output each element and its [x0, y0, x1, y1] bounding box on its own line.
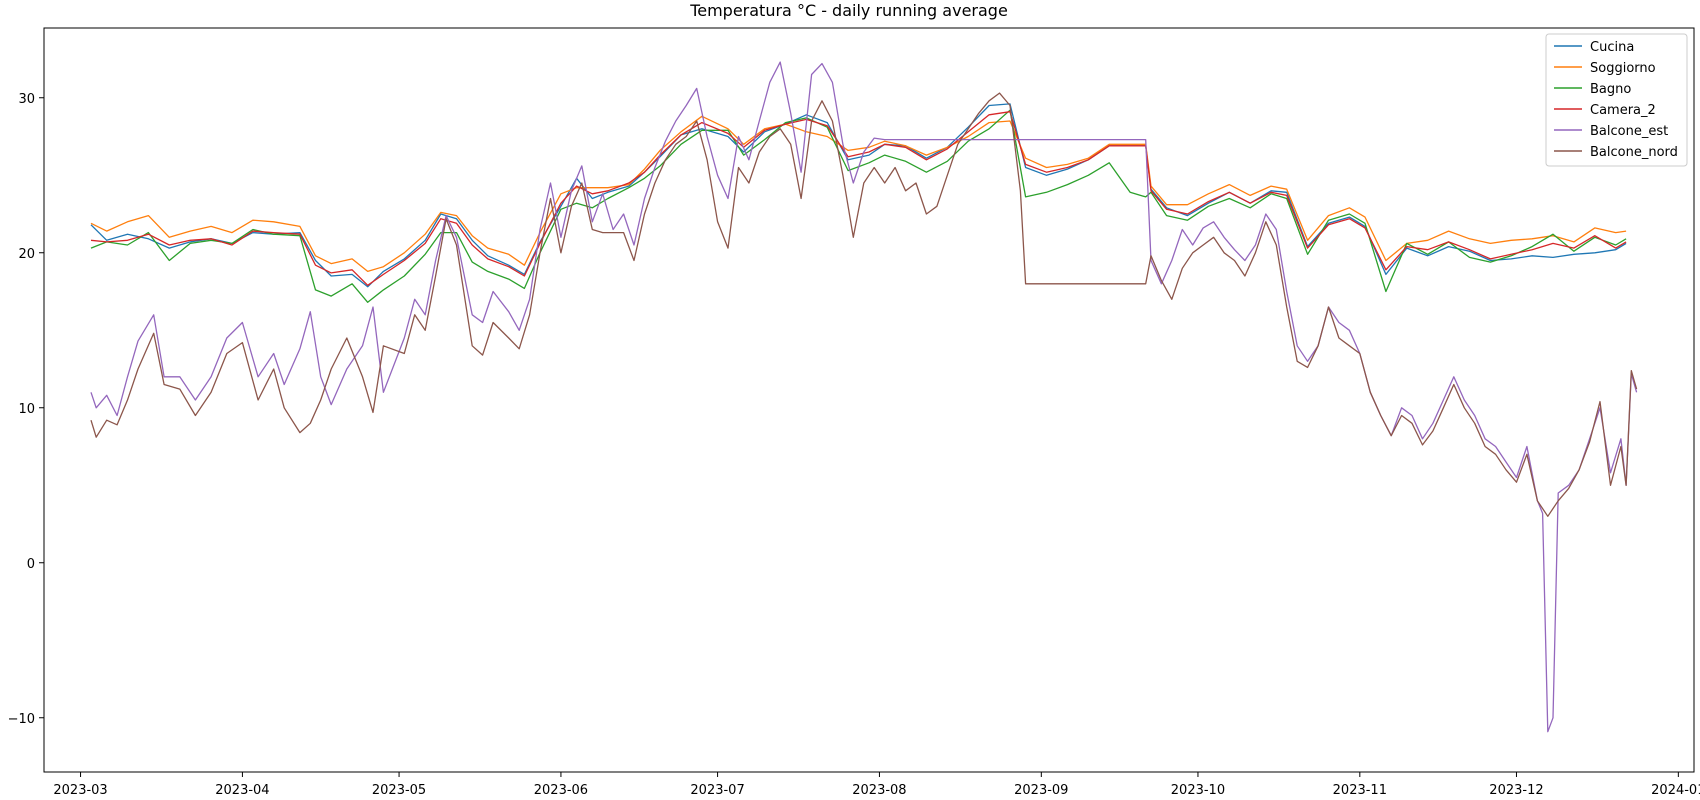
- plot-frame: [43, 27, 1695, 773]
- x-tick-label: 2023-07: [690, 783, 744, 798]
- x-tick-label: 2023-04: [215, 783, 269, 798]
- y-tick-label: 10: [18, 402, 35, 417]
- y-tick-label: −10: [8, 712, 35, 727]
- x-tick-label: 2023-06: [534, 783, 588, 798]
- series-line-bagno: [90, 109, 1627, 303]
- legend-label: Cucina: [1590, 40, 1634, 55]
- plot-area: [90, 61, 1638, 733]
- x-tick-label: 2023-09: [1014, 783, 1068, 798]
- y-axis: −10 0 10 20 30: [8, 92, 44, 727]
- legend-label: Balcone_nord: [1590, 145, 1678, 160]
- y-tick-label: 0: [27, 557, 35, 572]
- series-line-balcone-est: [90, 61, 1638, 733]
- y-tick-label: 20: [18, 247, 35, 262]
- legend-label: Camera_2: [1590, 103, 1656, 118]
- x-tick-label: 2023-08: [852, 783, 906, 798]
- x-tick-label: 2023-11: [1333, 783, 1387, 798]
- chart-title: Temperatura °C - daily running average: [689, 1, 1008, 20]
- x-tick-label: 2023-05: [372, 783, 426, 798]
- legend: Cucina Soggiorno Bagno Camera_2 Balcone_est B…: [1545, 33, 1688, 167]
- x-axis: 2023-03 2023-04 2023-05 2023-06 2023-07 2023-…: [53, 772, 1700, 798]
- x-tick-label: 2023-10: [1171, 783, 1225, 798]
- legend-label: Soggiorno: [1590, 61, 1656, 76]
- x-tick-label: 2024-01: [1651, 783, 1700, 798]
- x-tick-label: 2023-12: [1489, 783, 1543, 798]
- legend-label: Balcone_est: [1590, 124, 1668, 139]
- series-line-soggiorno: [90, 115, 1627, 273]
- y-tick-label: 30: [18, 92, 35, 107]
- series-line-camera-2: [90, 111, 1627, 286]
- legend-label: Bagno: [1590, 82, 1631, 97]
- series-line-balcone-nord: [90, 92, 1638, 517]
- x-tick-label: 2023-03: [53, 783, 107, 798]
- series-line-cucina: [90, 103, 1627, 288]
